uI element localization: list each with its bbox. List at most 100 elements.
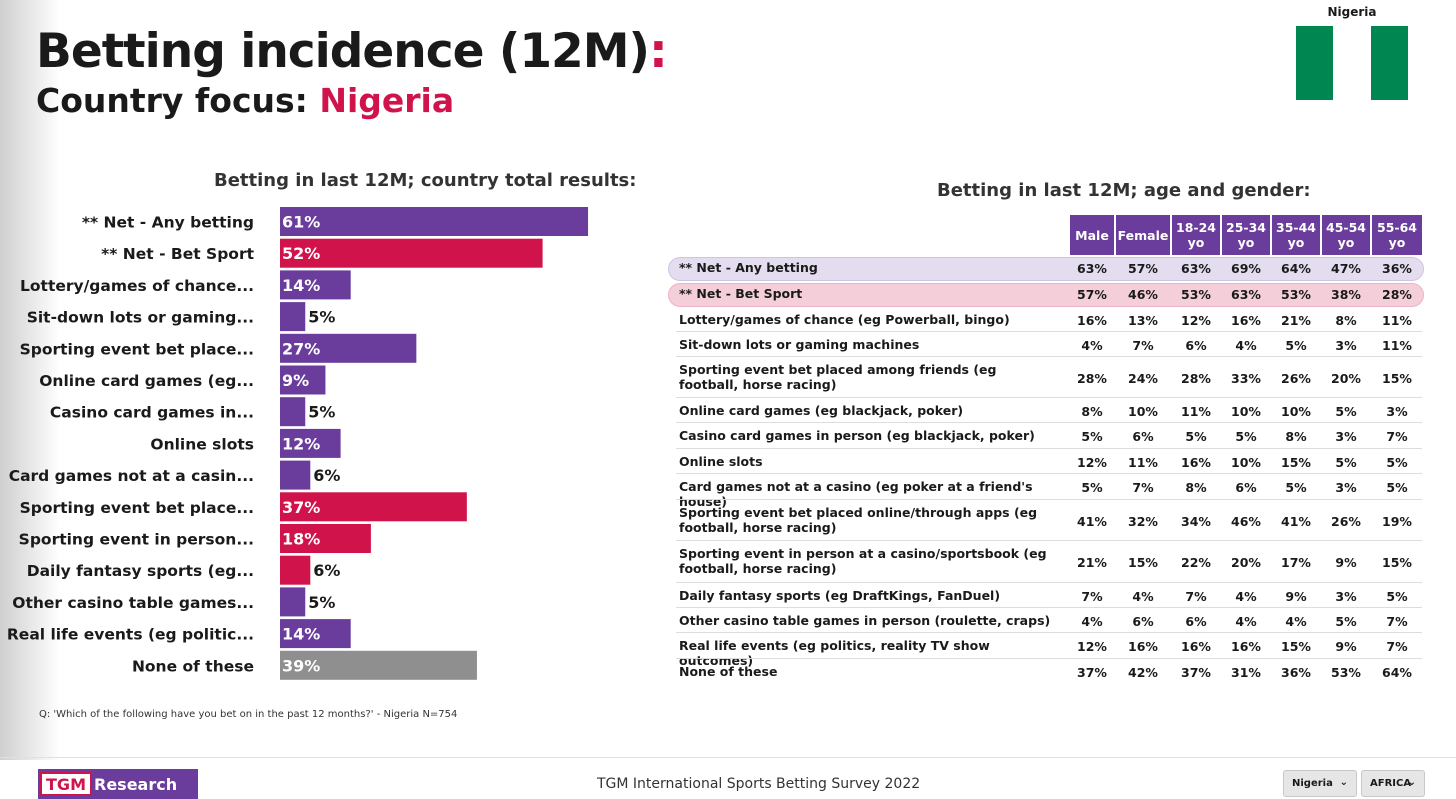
column-header: 18-24 yo bbox=[1172, 215, 1220, 255]
region-dropdown-value: AFRICA bbox=[1370, 778, 1412, 789]
table-cell: 5% bbox=[1335, 613, 1357, 629]
table-cell: 20% bbox=[1231, 555, 1261, 570]
bar bbox=[280, 428, 341, 458]
table-cell: 16% bbox=[1231, 312, 1261, 328]
data-label: 39% bbox=[282, 656, 320, 675]
row-label: Online slots bbox=[679, 454, 763, 469]
table-cell: 7% bbox=[1386, 639, 1408, 654]
data-label: 18% bbox=[282, 530, 320, 549]
table-cell: 47% bbox=[1331, 261, 1361, 276]
table-cell: 5% bbox=[1081, 480, 1103, 495]
nigeria-flag-icon bbox=[1296, 26, 1408, 100]
column-header: 55-64 yo bbox=[1372, 215, 1422, 255]
bar-row: Online slots 12% bbox=[150, 428, 341, 458]
flag-stripe bbox=[1370, 26, 1408, 100]
row-label: Card games not at a casino (eg poker at … bbox=[679, 479, 1033, 509]
column-header: Male bbox=[1070, 215, 1114, 255]
bar-row: Sporting event in person... 18% bbox=[19, 524, 371, 553]
table-cell: 28% bbox=[1382, 287, 1412, 302]
bar bbox=[280, 333, 417, 363]
table-cell: 12% bbox=[1077, 639, 1107, 654]
bar-chart-title: Betting in last 12M; country total resul… bbox=[214, 170, 637, 191]
column-header: Female bbox=[1116, 215, 1170, 255]
table-cell: 9% bbox=[1285, 588, 1307, 604]
data-label: 6% bbox=[313, 561, 340, 580]
table-cell: 10% bbox=[1128, 403, 1158, 419]
page-subtitle: Country focus: Nigeria bbox=[36, 80, 454, 122]
table-cell: 7% bbox=[1081, 588, 1103, 604]
table-cell: 13% bbox=[1128, 312, 1158, 328]
table-cell: 64% bbox=[1281, 261, 1311, 276]
country-dropdown[interactable]: Nigeria ⌄ bbox=[1283, 770, 1357, 797]
region-dropdown[interactable]: AFRICA ⌄ bbox=[1361, 770, 1425, 797]
category-label: ** Net - Bet Sport bbox=[101, 245, 254, 263]
table-cell: 3% bbox=[1335, 429, 1357, 444]
table-cell: 6% bbox=[1132, 613, 1154, 629]
table-cell: 26% bbox=[1331, 513, 1361, 529]
table-cell: 9% bbox=[1335, 639, 1357, 654]
column-header: 25-34 yo bbox=[1222, 215, 1270, 255]
bar-row: Sporting event bet place... 27% bbox=[20, 333, 417, 363]
column-header: 45-54 yo bbox=[1322, 215, 1370, 255]
table-title: Betting in last 12M; age and gender: bbox=[937, 180, 1311, 201]
table-cell: 32% bbox=[1128, 513, 1158, 529]
data-label: 14% bbox=[282, 625, 320, 644]
bar-chart: ** Net - Any betting 61% ** Net - Bet Spor… bbox=[7, 207, 589, 680]
table-cell: 6% bbox=[1132, 429, 1154, 444]
country-dropdown-value: Nigeria bbox=[1292, 778, 1333, 789]
logo-mark: TGM bbox=[40, 772, 92, 796]
chevron-down-icon: ⌄ bbox=[1407, 777, 1416, 788]
table-cell: 5% bbox=[1386, 588, 1408, 604]
bar bbox=[280, 270, 351, 300]
table-cell: 15% bbox=[1382, 555, 1412, 570]
row-label: Sporting event in person at a casino/spo… bbox=[679, 546, 1047, 576]
bar-row: ** Net - Any betting 61% bbox=[82, 207, 589, 236]
bar-row: Online card games (eg... 9% bbox=[39, 365, 326, 395]
bar bbox=[280, 555, 311, 585]
left-edge-shade bbox=[0, 0, 60, 760]
table-cell: 31% bbox=[1231, 665, 1261, 680]
bar bbox=[280, 619, 351, 649]
data-label: 5% bbox=[308, 403, 335, 422]
column-header: 35-44 yo bbox=[1272, 215, 1320, 255]
table-cell: 7% bbox=[1132, 337, 1154, 353]
table-cell: 28% bbox=[1181, 370, 1211, 386]
row-divider bbox=[676, 397, 1422, 398]
category-label: Sit-down lots or gaming... bbox=[27, 309, 254, 327]
table-cell: 5% bbox=[1185, 429, 1207, 444]
table-cell: 6% bbox=[1235, 480, 1257, 495]
table-cell: 4% bbox=[1235, 337, 1257, 353]
category-label: Online card games (eg... bbox=[39, 372, 254, 390]
bar bbox=[280, 302, 306, 332]
row-label: ** Net - Bet Sport bbox=[679, 286, 803, 301]
table-cell: 9% bbox=[1335, 555, 1357, 570]
table-cell: 5% bbox=[1235, 429, 1257, 444]
table-cell: 34% bbox=[1181, 513, 1211, 529]
table-cell: 26% bbox=[1281, 370, 1311, 386]
table-cell: 4% bbox=[1235, 588, 1257, 604]
table-cell: 3% bbox=[1335, 480, 1357, 495]
row-label: Lottery/games of chance (eg Powerball, b… bbox=[679, 312, 1010, 327]
table-cell: 16% bbox=[1181, 639, 1211, 654]
bar-row: Lottery/games of chance... 14% bbox=[20, 270, 351, 300]
data-label: 14% bbox=[282, 276, 320, 295]
chevron-down-icon: ⌄ bbox=[1339, 777, 1348, 788]
table-cell: 53% bbox=[1281, 287, 1311, 302]
table-cell: 7% bbox=[1386, 429, 1408, 444]
table-cell: 8% bbox=[1081, 403, 1103, 419]
table-cell: 8% bbox=[1285, 429, 1307, 444]
table-cell: 7% bbox=[1185, 588, 1207, 604]
table-cell: 3% bbox=[1335, 337, 1357, 353]
category-label: Casino card games in... bbox=[50, 404, 254, 422]
table-cell: 46% bbox=[1128, 287, 1158, 302]
table-cell: 16% bbox=[1181, 454, 1211, 470]
table-cell: 20% bbox=[1331, 370, 1361, 386]
table-cell: 6% bbox=[1185, 613, 1207, 629]
bar bbox=[280, 460, 311, 490]
logo-text: Research bbox=[94, 774, 178, 794]
table-cell: 37% bbox=[1077, 665, 1107, 680]
table-cell: 17% bbox=[1281, 555, 1311, 570]
table-cell: 19% bbox=[1382, 513, 1412, 529]
table-cell: 36% bbox=[1382, 261, 1412, 276]
data-label: 9% bbox=[282, 371, 309, 390]
